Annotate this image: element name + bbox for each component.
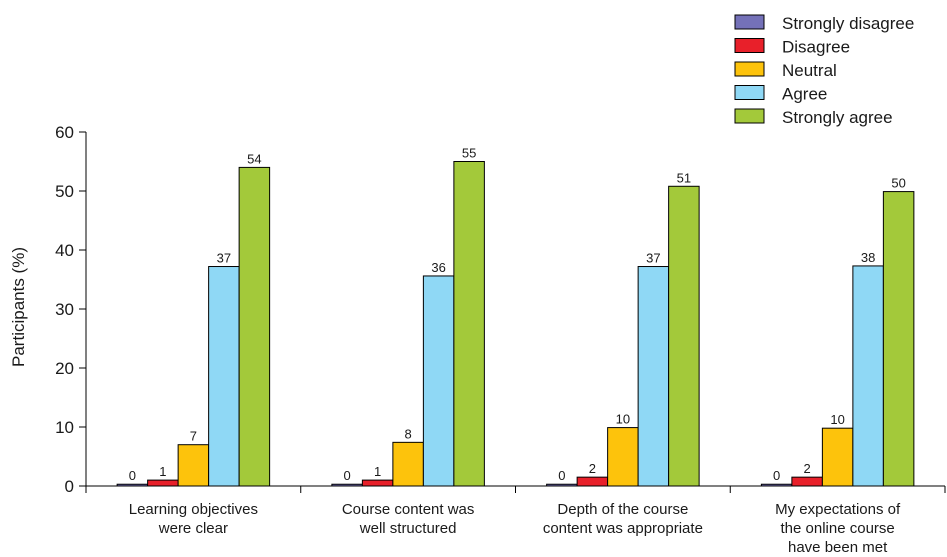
x-category-label: Depth of the course content was appropria… — [543, 501, 703, 537]
x-category-label-line: My expectations of — [775, 501, 901, 518]
bar — [668, 185, 700, 487]
data-label: 0 — [558, 468, 565, 483]
x-category-label-line: Learning objectives — [129, 501, 258, 518]
data-label: 37 — [646, 251, 660, 266]
legend-swatch — [734, 38, 765, 53]
data-label: 10 — [830, 412, 844, 427]
legend-label: Disagree — [782, 38, 850, 57]
bar — [791, 476, 823, 487]
bar — [453, 161, 485, 487]
bar — [361, 479, 394, 487]
x-category-label-line: the online course — [781, 520, 895, 537]
bar — [392, 441, 424, 487]
data-label: 36 — [431, 260, 445, 275]
x-category-label-line: have been met — [788, 539, 888, 556]
x-category-label-line: content was appropriate — [543, 520, 703, 537]
legend-swatch — [734, 108, 765, 124]
data-label: 1 — [374, 464, 381, 479]
y-tick-label: 50 — [55, 182, 74, 201]
legend-label: Strongly agree — [782, 108, 893, 127]
bar — [852, 265, 884, 487]
data-label: 50 — [891, 176, 905, 191]
legend-label: Strongly disagree — [782, 14, 914, 33]
x-category-label-line: Depth of the course — [557, 501, 688, 518]
bar — [331, 483, 363, 487]
data-label: 38 — [861, 250, 875, 265]
legend-swatch — [734, 61, 765, 77]
data-label: 1 — [159, 464, 166, 479]
x-category-label: My expectations of the online course have … — [775, 501, 901, 556]
bar — [208, 266, 240, 487]
data-label: 51 — [677, 170, 691, 185]
bar — [546, 483, 578, 487]
legend-label: Neutral — [782, 61, 837, 80]
x-category-label: Learning objectives were clear — [129, 501, 258, 537]
legend-swatch — [734, 85, 765, 100]
data-label: 2 — [589, 461, 596, 476]
bar — [177, 444, 210, 487]
bar — [760, 483, 793, 487]
y-tick-label: 30 — [55, 300, 74, 319]
x-axis: Learning objectives were clear Course cont… — [85, 485, 946, 556]
bar — [147, 479, 179, 487]
y-tick-label: 20 — [55, 359, 74, 378]
data-label: 37 — [217, 251, 231, 266]
y-tick-label: 0 — [65, 477, 74, 496]
bar — [607, 427, 639, 487]
data-label: 55 — [462, 146, 476, 161]
y-tick-label: 10 — [55, 418, 74, 437]
y-tick-label: 60 — [55, 123, 74, 142]
data-label: 54 — [247, 151, 261, 166]
x-category-label: Course content was well structured — [342, 501, 475, 537]
data-label: 2 — [804, 461, 811, 476]
data-label: 8 — [405, 426, 412, 441]
bar — [637, 266, 670, 487]
data-label: 10 — [616, 412, 630, 427]
legend-swatch — [734, 14, 765, 30]
data-label: 0 — [773, 468, 780, 483]
bar — [576, 476, 609, 487]
bar — [116, 483, 149, 487]
legend: Strongly disagree Disagree Neutral Agree Str… — [734, 14, 914, 127]
bar — [238, 166, 271, 487]
data-label: 0 — [344, 468, 351, 483]
bar — [882, 191, 915, 487]
y-axis-title: Participants (%) — [9, 247, 28, 367]
x-category-label-line: were clear — [158, 520, 228, 537]
x-category-label-line: well structured — [359, 520, 457, 537]
data-label: 0 — [129, 468, 136, 483]
bar — [821, 427, 854, 487]
bars — [116, 161, 915, 487]
x-category-label-line: Course content was — [342, 501, 475, 518]
bar — [422, 275, 455, 487]
y-tick-label: 40 — [55, 241, 74, 260]
y-axis: 0 10 20 30 40 50 60 — [55, 123, 87, 496]
data-label: 7 — [190, 429, 197, 444]
legend-label: Agree — [782, 85, 827, 104]
